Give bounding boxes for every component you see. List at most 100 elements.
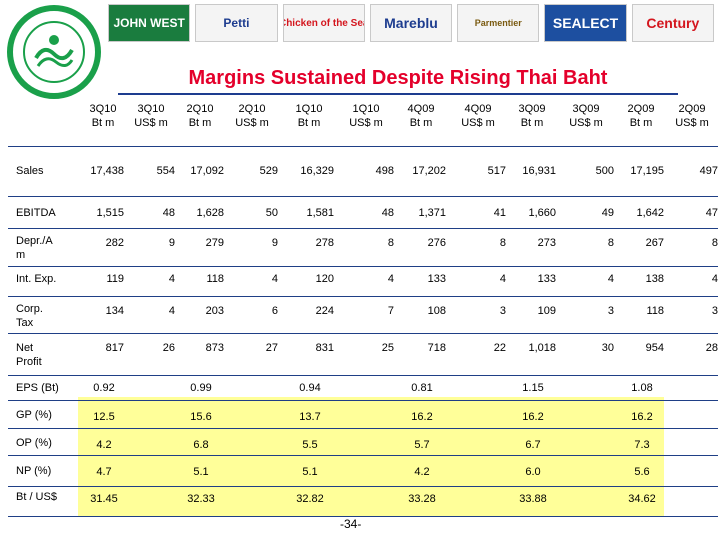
row-label: OP (%): [16, 436, 52, 450]
table-cell: 3: [711, 305, 718, 317]
table-cell: 32.82: [296, 493, 324, 505]
column-header-line: 1Q10: [295, 103, 323, 115]
brand-logo: Mareblu: [369, 4, 453, 42]
row-divider: [8, 400, 718, 401]
row-label-line: Int. Exp.: [16, 273, 57, 285]
table-cell: 4: [271, 273, 278, 285]
table-cell: 6.0: [525, 466, 541, 478]
row-label: EPS (Bt): [16, 381, 59, 395]
table-cell: 498: [375, 165, 394, 177]
table-cell: 0.92: [93, 382, 115, 394]
table-cell: 13.7: [299, 411, 321, 423]
table-cell: 8: [387, 237, 394, 249]
row-label: Net Profit: [16, 341, 42, 369]
row-divider: [8, 146, 718, 147]
table-cell: 134: [105, 305, 124, 317]
column-header-line: Bt m: [188, 117, 212, 129]
column-header: 2Q09 Bt m: [618, 102, 664, 130]
row-label-line: Profit: [16, 356, 42, 368]
column-header-line: 2Q10: [186, 103, 214, 115]
column-header: 2Q10 Bt m: [176, 102, 224, 130]
table-cell: 9: [168, 237, 175, 249]
table-cell: 8: [711, 237, 718, 249]
table-cell: 517: [487, 165, 506, 177]
column-header: 3Q09 Bt m: [508, 102, 556, 130]
table-cell: 0.94: [299, 382, 321, 394]
column-header: 3Q10 US$ m: [127, 102, 175, 130]
table-cell: 15.6: [190, 411, 212, 423]
row-label: Sales: [16, 164, 44, 178]
table-cell: 5.6: [634, 466, 650, 478]
table-cell: 279: [205, 237, 224, 249]
column-header-line: US$ m: [235, 117, 269, 129]
row-divider: [8, 196, 718, 197]
table-cell: 4: [168, 305, 175, 317]
column-header-line: Bt m: [297, 117, 321, 129]
row-divider: [8, 486, 718, 487]
table-cell: 276: [427, 237, 446, 249]
table-cell: 4: [607, 273, 614, 285]
column-header-line: 3Q10: [89, 103, 117, 115]
row-label-line: Depr./A: [16, 235, 53, 247]
table-cell: 33.88: [519, 493, 547, 505]
brand-logo: SEALECT: [544, 4, 627, 42]
column-header-line: 4Q09: [464, 103, 492, 115]
row-label: EBITDA: [16, 206, 56, 220]
table-cell: 203: [205, 305, 224, 317]
table-cell: 5.1: [302, 466, 318, 478]
table-cell: 27: [265, 342, 278, 354]
column-header-line: US$ m: [349, 117, 383, 129]
table-cell: 16,931: [522, 165, 556, 177]
table-cell: 118: [206, 273, 224, 285]
table-cell: 16.2: [522, 411, 544, 423]
table-cell: 718: [427, 342, 446, 354]
row-label-line: OP (%): [16, 437, 52, 449]
table-cell: 31.45: [90, 493, 118, 505]
row-label-line: Bt / US$: [16, 491, 57, 503]
table-cell: 32.33: [187, 493, 215, 505]
table-cell: 954: [645, 342, 664, 354]
table-cell: 1.08: [631, 382, 653, 394]
row-label-line: EBITDA: [16, 207, 56, 219]
table-cell: 17,202: [412, 165, 446, 177]
table-cell: 9: [271, 237, 278, 249]
table-cell: 1,628: [196, 207, 224, 219]
table-cell: 224: [315, 305, 334, 317]
table-cell: 22: [493, 342, 506, 354]
table-cell: 47: [705, 207, 718, 219]
company-logo: [7, 5, 101, 99]
column-header-line: Bt m: [91, 117, 115, 129]
table-cell: 8: [607, 237, 614, 249]
row-label: Int. Exp.: [16, 272, 56, 286]
column-header-line: 2Q10: [238, 103, 266, 115]
column-header-line: 2Q09: [627, 103, 655, 115]
brand-logo-strip: JOHN WEST Petti Chicken of the Sea Mareb…: [108, 4, 714, 44]
table-cell: 1,515: [96, 207, 124, 219]
table-cell: 4: [499, 273, 506, 285]
table-cell: 16,329: [300, 165, 334, 177]
row-label-line: Tax: [16, 317, 34, 329]
table-cell: 138: [645, 273, 664, 285]
row-label-line: Sales: [16, 165, 44, 177]
table-cell: 48: [381, 207, 394, 219]
table-cell: 1.15: [522, 382, 544, 394]
table-cell: 41: [493, 207, 506, 219]
column-header: 3Q09 US$ m: [558, 102, 614, 130]
table-cell: 1,371: [418, 207, 446, 219]
row-label: NP (%): [16, 464, 51, 478]
table-cell: 0.99: [190, 382, 212, 394]
column-header-line: Bt m: [520, 117, 544, 129]
column-header-line: Bt m: [409, 117, 433, 129]
column-header: 3Q10 Bt m: [80, 102, 126, 130]
row-divider: [8, 333, 718, 334]
ratio-highlight-band: [78, 397, 664, 517]
title-underline: [118, 93, 678, 95]
row-divider: [8, 455, 718, 456]
table-cell: 17,438: [90, 165, 124, 177]
table-cell: 1,018: [528, 342, 556, 354]
table-cell: 26: [162, 342, 175, 354]
table-cell: 4: [168, 273, 175, 285]
column-header-line: US$ m: [134, 117, 168, 129]
column-header-line: 1Q10: [352, 103, 380, 115]
row-divider: [8, 516, 718, 517]
